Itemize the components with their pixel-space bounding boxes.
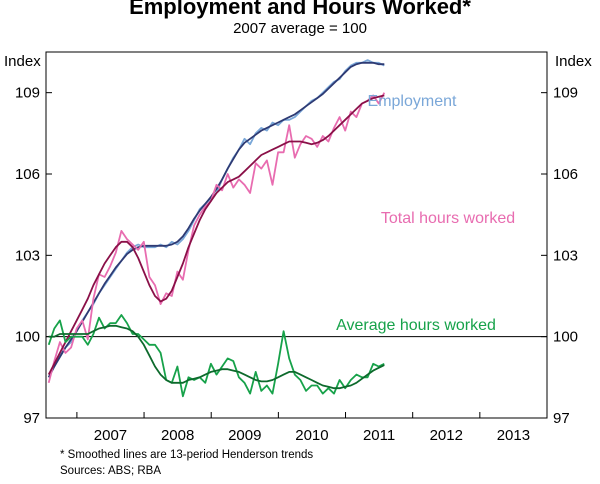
plot-frame (45, 51, 548, 419)
series-line-average-hours-worked (47, 314, 385, 398)
trend-line-total-hours-worked (47, 94, 385, 376)
y-ticks-left: 97 100 103 106 109 (15, 85, 52, 427)
y-tick-label-right: 106 (553, 166, 578, 183)
x-tick-label: 2007 (94, 427, 127, 444)
series-line-total-hours-worked (47, 92, 386, 384)
y-axis-left-label: Index (4, 53, 41, 70)
chart-subtitle: 2007 average = 100 (233, 20, 367, 37)
y-tick-label-right: 109 (553, 85, 578, 102)
y-tick-label-right: 97 (553, 410, 570, 427)
chart-title: Employment and Hours Worked* (129, 0, 471, 19)
y-tick-label-left: 109 (15, 85, 40, 102)
x-tick-label: 2008 (161, 427, 194, 444)
series-layer (47, 59, 386, 398)
footnote: * Smoothed lines are 13-period Henderson… (60, 449, 314, 461)
x-tick-label: 2009 (228, 427, 261, 444)
x-tick-label: 2013 (497, 427, 530, 444)
y-tick-label-left: 100 (15, 329, 40, 346)
trend-line-average-hours-worked (48, 324, 385, 390)
y-tick-label-left: 106 (15, 166, 40, 183)
x-tick-label: 2012 (430, 427, 463, 444)
series-label-total-hours: Total hours worked (381, 210, 515, 227)
trend-line-employment (47, 61, 385, 378)
y-tick-label-left: 97 (23, 410, 40, 427)
y-tick-label-left: 103 (15, 247, 40, 264)
x-ticks: 2007 2008 2009 2010 2011 2012 2013 (76, 412, 530, 444)
y-ticks-right: 97 100 103 106 109 (541, 85, 578, 427)
sources: Sources: ABS; RBA (60, 465, 161, 477)
x-tick-label: 2011 (363, 427, 395, 444)
y-tick-label-right: 103 (553, 247, 578, 264)
series-label-employment: Employment (368, 93, 457, 110)
y-tick-label-right: 100 (553, 329, 578, 346)
y-axis-right-label: Index (555, 53, 592, 70)
series-label-average-hours: Average hours worked (336, 317, 496, 334)
x-tick-label: 2010 (295, 427, 328, 444)
series-line-employment (47, 59, 385, 378)
